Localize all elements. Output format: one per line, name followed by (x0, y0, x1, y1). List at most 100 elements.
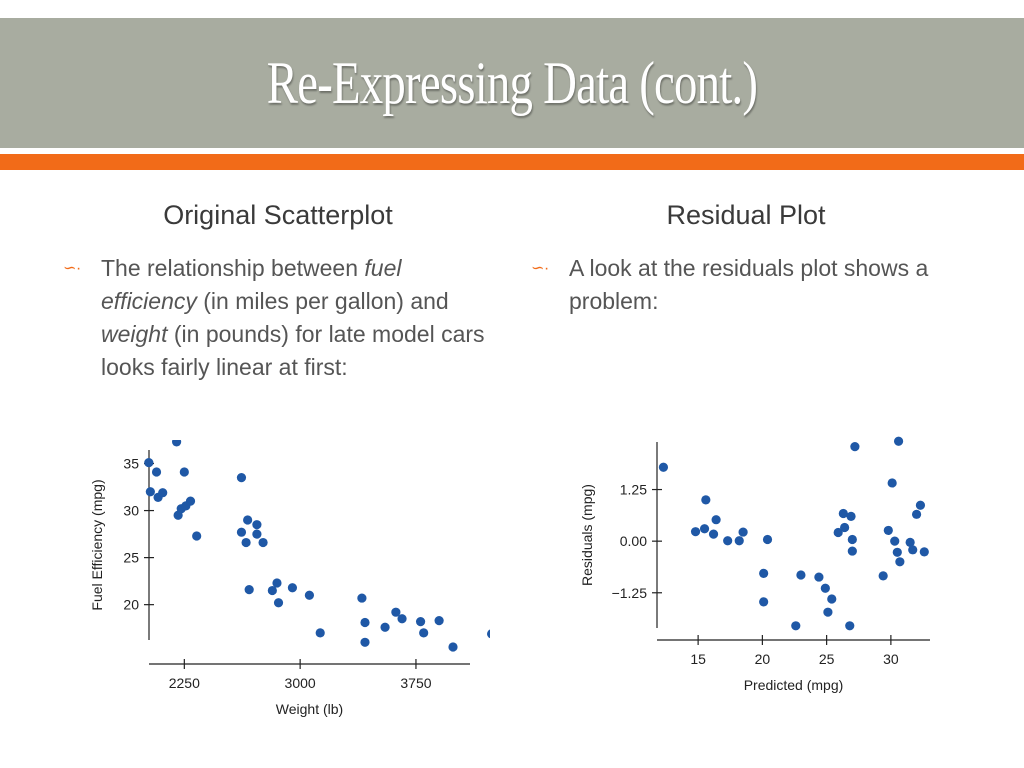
right-bullet: ∽∙ A look at the residuals plot shows a … (531, 252, 929, 318)
scatter-point (236, 473, 247, 483)
residual-plot: 1.25 0.00 −1.25 15 20 25 30 Predicted (mpg) Resi… (579, 436, 930, 693)
residual-point (890, 536, 900, 546)
swash-bullet-icon: ∽∙ (531, 260, 549, 277)
title-bar: Re-Expressing Data (cont.) (0, 18, 1024, 148)
residual-point (759, 568, 769, 578)
scatter-point (380, 622, 390, 632)
scatter-point (360, 637, 370, 647)
scatter-point (244, 585, 254, 595)
scatter-x-tick-label: 3000 (285, 675, 316, 691)
scatter-y-tick-label: 25 (123, 550, 139, 566)
scatter-point (192, 531, 202, 541)
scatter-point (419, 628, 429, 638)
residual-point (919, 547, 929, 557)
scatter-point (487, 629, 490, 639)
original-scatterplot: 20 25 30 35 2250 3000 3750 Weight (lb) Fuel Effi… (89, 440, 490, 717)
residual-point (708, 529, 719, 539)
left-bullet: ∽∙ The relationship between fuel efficie… (63, 252, 486, 384)
scatter-x-tick-label: 3750 (400, 675, 431, 691)
scatter-point (397, 614, 407, 624)
scatter-point (151, 467, 162, 477)
left-bullet-text-2: (in miles per gallon) and (196, 288, 449, 314)
scatter-point (243, 515, 253, 525)
residual-point (738, 527, 748, 537)
residual-point (701, 495, 711, 505)
scatter-point (185, 496, 196, 506)
left-bullet-term-weight: weight (101, 321, 168, 347)
residual-point (847, 546, 857, 556)
residual-point (883, 525, 893, 536)
residual-point (908, 545, 918, 555)
left-column-heading: Original Scatterplot (163, 200, 393, 230)
residual-point (911, 509, 922, 519)
scatter-point (315, 628, 325, 638)
residual-point (711, 515, 721, 525)
residual-point (827, 594, 837, 604)
scatter-point (273, 598, 284, 608)
scatter-point (145, 487, 155, 497)
accent-bar (0, 154, 1024, 170)
scatter-point (172, 440, 182, 447)
scatter-point (357, 593, 367, 603)
residual-y-tick-label: −1.25 (612, 585, 648, 601)
scatter-y-axis-label: Fuel Efficiency (mpg) (89, 479, 105, 610)
residual-point (845, 621, 855, 631)
scatter-y-tick-label: 35 (123, 456, 139, 472)
scatter-x-tick-label: 2250 (169, 675, 200, 691)
scatter-point (272, 578, 282, 588)
residual-x-tick-label: 20 (755, 651, 771, 667)
scatter-point (158, 488, 168, 498)
scatter-point (236, 527, 247, 537)
residual-x-tick-label: 15 (690, 651, 706, 667)
residual-point (905, 537, 915, 547)
scatter-point (287, 583, 298, 593)
residual-point (838, 508, 848, 519)
scatter-point (267, 585, 277, 596)
scatter-point (304, 590, 315, 600)
scatter-point (415, 616, 426, 627)
residual-point (759, 597, 769, 607)
scatter-y-tick-label: 30 (123, 503, 139, 519)
residual-point (887, 478, 897, 488)
left-bullet-text-1: The relationship between (101, 255, 365, 281)
residual-point (840, 522, 850, 533)
residual-point (820, 583, 830, 593)
scatter-point (179, 467, 189, 477)
scatter-point (144, 457, 154, 468)
left-bullet-text-3: (in pounds) for late model cars looks fa… (101, 321, 485, 380)
residual-point (723, 536, 733, 546)
residual-point (878, 571, 888, 581)
residual-point (690, 527, 701, 537)
residual-point (850, 442, 860, 452)
residual-point (699, 524, 710, 534)
residual-point (892, 547, 902, 557)
scatter-point (434, 616, 444, 626)
left-bullet-term-fuel: fuel efficiency (101, 255, 402, 314)
residual-y-tick-label: 1.25 (620, 482, 647, 498)
residual-x-tick-label: 25 (819, 651, 835, 667)
residual-y-tick-label: 0.00 (620, 533, 647, 549)
residual-point (895, 557, 905, 567)
scatter-point (391, 607, 401, 617)
residual-point (833, 527, 843, 538)
slide-title: Re-Expressing Data (cont.) (266, 49, 758, 116)
scatter-x-axis-label: Weight (lb) (276, 701, 343, 717)
scatter-point (360, 617, 370, 628)
residual-y-axis-label: Residuals (mpg) (579, 484, 595, 586)
residual-point (847, 534, 857, 545)
residual-point (823, 607, 833, 617)
residual-point (791, 621, 801, 631)
scatter-point (448, 642, 458, 652)
residual-point (915, 500, 926, 510)
swash-bullet-icon: ∽∙ (63, 260, 81, 277)
residual-point (658, 462, 669, 472)
residual-point (796, 570, 806, 580)
residual-point (893, 436, 904, 446)
scatter-y-tick-label: 20 (123, 597, 139, 613)
scatter-point (241, 537, 251, 548)
right-bullet-text: A look at the residuals plot shows a pro… (569, 255, 929, 314)
residual-point (846, 511, 856, 521)
residual-point (734, 536, 744, 546)
residual-x-tick-label: 30 (883, 651, 899, 667)
residual-x-axis-label: Predicted (mpg) (744, 677, 844, 693)
